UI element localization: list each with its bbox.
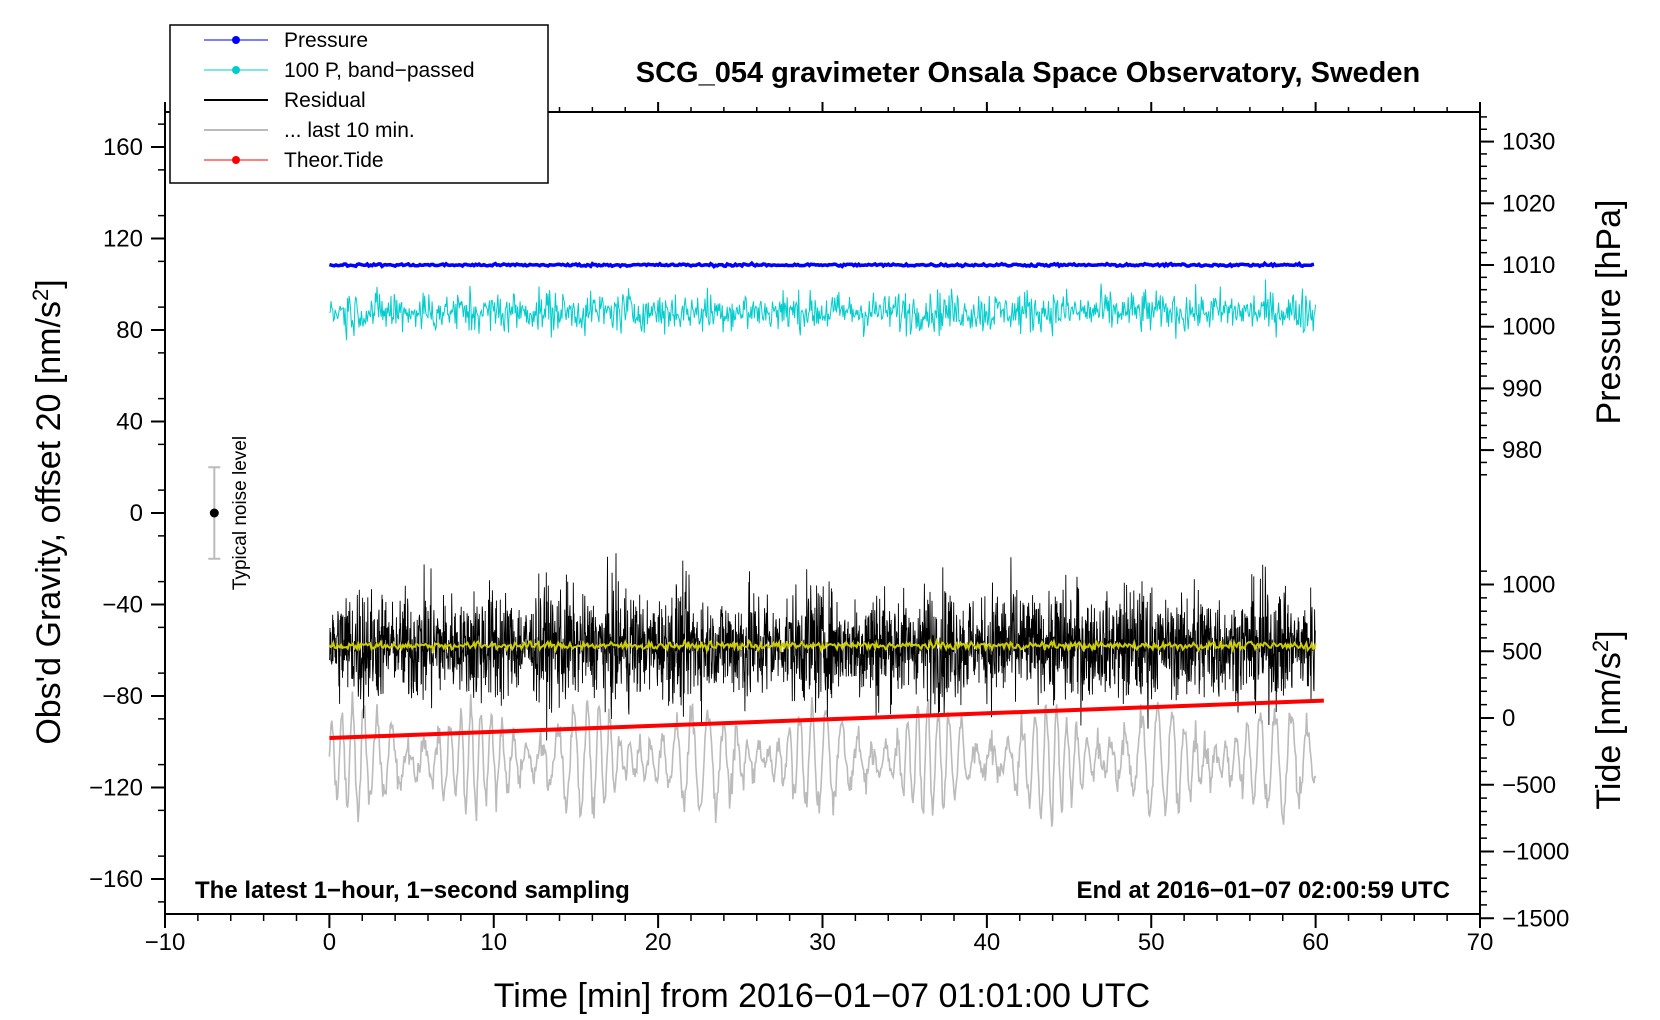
noise-bar-label: Typical noise level: [230, 436, 251, 590]
x-tick-label: 10: [480, 929, 507, 956]
x-tick-label: 60: [1302, 929, 1329, 956]
legend-marker: [232, 156, 240, 164]
y-axis-label-tide: Tide [nm/s2]: [1588, 630, 1628, 809]
chart-title: SCG_054 gravimeter Onsala Space Observat…: [636, 57, 1420, 89]
y-axis-label-left-close: ]: [30, 279, 68, 288]
tide-tick-label: −1000: [1502, 839, 1569, 866]
x-axis-label: Time [min] from 2016−01−07 01:01:00 UTC: [494, 977, 1150, 1015]
legend-marker: [232, 36, 240, 44]
legend-label: ... last 10 min.: [284, 119, 415, 142]
y-tick-label-left: 80: [116, 317, 143, 344]
series-layer: [328, 260, 1324, 827]
y-tick-label-left: 40: [116, 409, 143, 436]
legend: Pressure 100 P, band−passed Residual ... la…: [169, 24, 549, 184]
y-tick-label-left: 0: [130, 500, 143, 527]
annotation-end-time: End at 2016−01−07 02:00:59 UTC: [1076, 877, 1450, 904]
legend-box: [169, 24, 549, 184]
y-axis-label-left-sup: 2: [28, 289, 53, 301]
noise-bar-point: [209, 508, 219, 518]
series-pressure: [328, 260, 1315, 270]
legend-label: Residual: [284, 89, 366, 112]
y-tick-label-left: −40: [102, 592, 143, 619]
y-tick-label-left: −160: [89, 866, 143, 893]
y-axis-label-tide-sup: 2: [1588, 640, 1613, 652]
axes-layer: −10 0 10 20 30 40 50 60 7016012080400−40−80−120−…: [89, 102, 1569, 956]
series-last-10-min: [328, 691, 1317, 827]
legend-label: 100 P, band−passed: [284, 59, 475, 82]
x-tick-label: 0: [323, 929, 336, 956]
x-tick-label: 50: [1138, 929, 1165, 956]
y-tick-label-left: 120: [103, 226, 143, 253]
y-axis-label-tide-text: Tide [nm/s: [1590, 652, 1628, 809]
tide-tick-label: 0: [1502, 705, 1515, 732]
tide-tick-label: −1500: [1502, 905, 1569, 932]
noise-level-bar: Typical noise level: [208, 436, 251, 590]
pressure-tick-label: 1000: [1502, 314, 1555, 341]
y-tick-label-left: 160: [103, 134, 143, 161]
y-axis-label-tide-close: ]: [1590, 630, 1628, 639]
y-tick-label-left: −80: [102, 683, 143, 710]
x-tick-label: 20: [645, 929, 672, 956]
tide-tick-label: −500: [1502, 772, 1556, 799]
series-theor-tide: [329, 698, 1324, 741]
x-tick-label: 40: [974, 929, 1001, 956]
pressure-tick-label: 980: [1502, 437, 1542, 464]
pressure-tick-label: 1010: [1502, 252, 1555, 279]
legend-label: Pressure: [284, 29, 368, 52]
x-tick-label: 30: [809, 929, 836, 956]
x-tick-label: 70: [1467, 929, 1494, 956]
legend-label: Theor.Tide: [284, 149, 384, 172]
pressure-tick-label: 1020: [1502, 190, 1555, 217]
annotation-sampling: The latest 1−hour, 1−second sampling: [195, 877, 630, 904]
plot-frame: [164, 111, 1481, 915]
series-band-passed: [329, 279, 1317, 341]
tide-tick-label: 500: [1502, 638, 1542, 665]
y-axis-label-left: Obs'd Gravity, offset 20 [nm/s2]: [28, 279, 68, 744]
pressure-tick-label: 1030: [1502, 129, 1555, 156]
series-residual: [328, 553, 1316, 741]
y-axis-label-pressure: Pressure [hPa]: [1590, 200, 1628, 425]
y-axis-label-left-text: Obs'd Gravity, offset 20 [nm/s: [30, 301, 68, 745]
y-tick-label-left: −120: [89, 775, 143, 802]
legend-marker: [232, 66, 240, 74]
x-tick-label: −10: [145, 929, 186, 956]
tide-tick-label: 1000: [1502, 572, 1555, 599]
series-residual-smoothed: [328, 637, 1317, 655]
pressure-tick-label: 990: [1502, 375, 1542, 402]
